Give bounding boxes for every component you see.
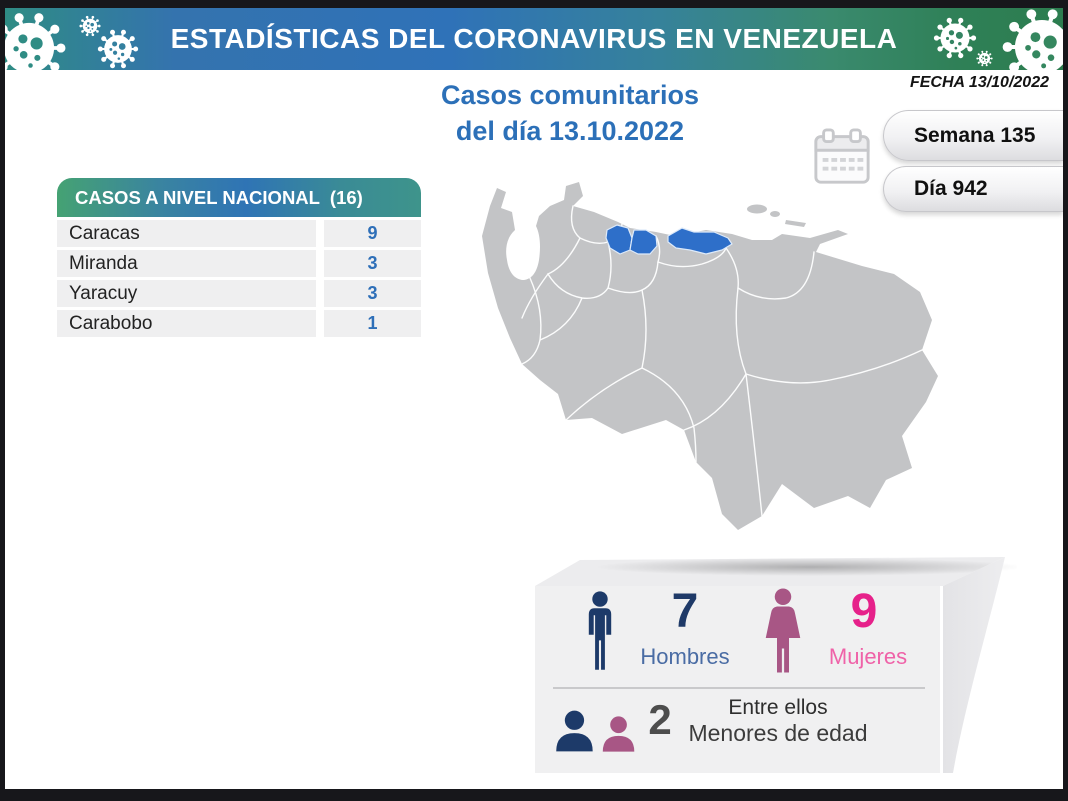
virus-icon (1001, 8, 1063, 70)
state-name: Carabobo (57, 310, 316, 337)
male-bust-icon (553, 708, 596, 754)
adult-pair-icon (553, 702, 637, 754)
male-figure-icon (588, 591, 612, 670)
case-count: 3 (324, 250, 421, 277)
minors-prefix: Entre ellos (728, 696, 828, 719)
islands (747, 204, 806, 227)
state-carabobo (629, 229, 658, 255)
date-label: FECHA 13/10/2022 (909, 74, 1049, 91)
men-label: Hombres (640, 644, 730, 669)
venezuela-map (482, 182, 938, 530)
state-name: Yaracuy (57, 280, 316, 307)
female-figure-icon (765, 588, 801, 673)
virus-icon (976, 50, 993, 67)
state-miranda-caracas (667, 227, 733, 255)
virus-icon (97, 28, 139, 70)
cases-table-header: CASOS A NIVEL NACIONAL (16) (57, 178, 421, 217)
header-banner: ESTADÍSTICAS DEL CORONAVIRUS EN VENEZUEL… (5, 8, 1063, 70)
women-label: Mujeres (828, 644, 908, 669)
page-title-line2: del día 13.10.2022 (455, 115, 685, 146)
page-curl (943, 557, 1005, 773)
men-count: 7 (671, 585, 699, 638)
virus-icon (5, 10, 67, 70)
minors-count: 2 (648, 696, 672, 743)
minors-labels: Entre ellos Menores de edad (665, 696, 891, 748)
table-row: Caracas 9 (57, 220, 421, 247)
female-bust-icon (600, 714, 637, 754)
day-badge-label: Día 942 (914, 177, 988, 200)
page-title-line1: Casos comunitarios (440, 80, 700, 110)
table-row: Yaracuy 3 (57, 280, 421, 307)
table-row: Miranda 3 (57, 250, 421, 277)
banner-title: ESTADÍSTICAS DEL CORONAVIRUS EN VENEZUEL… (170, 23, 898, 54)
case-count: 9 (324, 220, 421, 247)
virus-icon (933, 16, 977, 60)
week-badge: Semana 135 (883, 110, 1063, 161)
minors-label: Menores de edad (688, 720, 868, 747)
day-badge: Día 942 (883, 166, 1063, 212)
page-title: Casos comunitarios del día 13.10.2022 (403, 78, 737, 149)
divider (553, 687, 925, 689)
state-name: Caracas (57, 220, 316, 247)
case-count: 1 (324, 310, 421, 337)
state-name: Miranda (57, 250, 316, 277)
calendar-icon (814, 128, 870, 184)
cases-table: CASOS A NIVEL NACIONAL (16) Caracas 9 Mi… (57, 178, 421, 337)
infographic-page: ESTADÍSTICAS DEL CORONAVIRUS EN VENEZUEL… (5, 8, 1063, 789)
table-row: Carabobo 1 (57, 310, 421, 337)
country-shape (482, 182, 938, 530)
women-count: 9 (850, 585, 878, 638)
week-badge-label: Semana 135 (914, 123, 1036, 147)
case-count: 3 (324, 280, 421, 307)
